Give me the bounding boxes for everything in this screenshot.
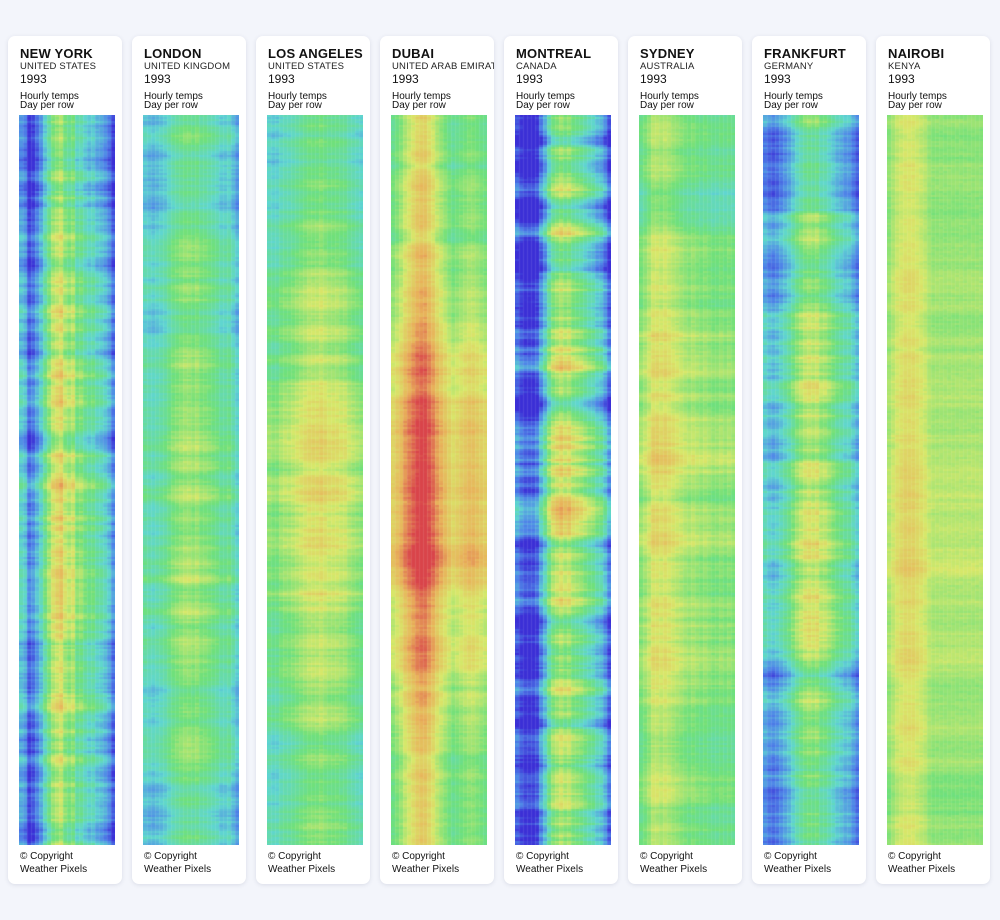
country-name: KENYA <box>888 61 921 72</box>
description-line-1: Hourly temps <box>516 91 575 102</box>
description-line-2: Day per row <box>516 100 570 111</box>
copyright-line-2: Weather Pixels <box>888 864 956 875</box>
copyright-line-1: © Copyright <box>20 851 73 862</box>
description-line-1: Hourly temps <box>268 91 327 102</box>
temperature-heatmap <box>763 115 859 845</box>
description-line-1: Hourly temps <box>888 91 947 102</box>
year-label: 1993 <box>516 72 543 86</box>
copyright-line-1: © Copyright <box>144 851 197 862</box>
description-line-1: Hourly temps <box>20 91 79 102</box>
description-line-1: Hourly temps <box>764 91 823 102</box>
copyright-line-2: Weather Pixels <box>392 864 460 875</box>
city-name: LOS ANGELES <box>268 46 363 61</box>
copyright-line-2: Weather Pixels <box>516 864 584 875</box>
copyright-line-1: © Copyright <box>764 851 817 862</box>
description-line-2: Day per row <box>20 100 74 111</box>
copyright-line-1: © Copyright <box>888 851 941 862</box>
description-line-2: Day per row <box>144 100 198 111</box>
copyright-line-1: © Copyright <box>392 851 445 862</box>
year-label: 1993 <box>20 72 47 86</box>
city-name: NEW YORK <box>20 46 93 61</box>
copyright-line-2: Weather Pixels <box>764 864 832 875</box>
description-line-2: Day per row <box>392 100 446 111</box>
description-line-2: Day per row <box>268 100 322 111</box>
country-name: CANADA <box>516 61 557 72</box>
city-name: MONTREAL <box>516 46 592 61</box>
city-card-gallery: NEW YORK UNITED STATES 1993 Hourly temps… <box>0 30 1000 890</box>
city-name: SYDNEY <box>640 46 695 61</box>
city-card-new-york[interactable]: NEW YORK UNITED STATES 1993 Hourly temps… <box>8 36 122 884</box>
country-name: UNITED STATES <box>268 61 345 72</box>
temperature-heatmap <box>19 115 115 845</box>
temperature-heatmap <box>267 115 363 845</box>
city-card-sydney[interactable]: SYDNEY AUSTRALIA 1993 Hourly temps Day p… <box>628 36 742 884</box>
country-name: GERMANY <box>764 61 814 72</box>
copyright-line-2: Weather Pixels <box>268 864 336 875</box>
year-label: 1993 <box>888 72 915 86</box>
country-name: UNITED ARAB EMIRATES <box>392 61 494 72</box>
description-line-2: Day per row <box>888 100 942 111</box>
year-label: 1993 <box>144 72 171 86</box>
city-card-los-angeles[interactable]: LOS ANGELES UNITED STATES 1993 Hourly te… <box>256 36 370 884</box>
city-card-london[interactable]: LONDON UNITED KINGDOM 1993 Hourly temps … <box>132 36 246 884</box>
description-line-1: Hourly temps <box>144 91 203 102</box>
city-name: DUBAI <box>392 46 435 61</box>
city-name: LONDON <box>144 46 202 61</box>
city-card-frankfurt[interactable]: FRANKFURT GERMANY 1993 Hourly temps Day … <box>752 36 866 884</box>
copyright-line-2: Weather Pixels <box>144 864 212 875</box>
city-name: FRANKFURT <box>764 46 846 61</box>
description-line-2: Day per row <box>640 100 694 111</box>
description-line-1: Hourly temps <box>640 91 699 102</box>
city-card-nairobi[interactable]: NAIROBI KENYA 1993 Hourly temps Day per … <box>876 36 990 884</box>
temperature-heatmap <box>391 115 487 845</box>
copyright-line-2: Weather Pixels <box>640 864 708 875</box>
year-label: 1993 <box>268 72 295 86</box>
city-card-dubai[interactable]: DUBAI UNITED ARAB EMIRATES 1993 Hourly t… <box>380 36 494 884</box>
city-name: NAIROBI <box>888 46 945 61</box>
temperature-heatmap <box>143 115 239 845</box>
year-label: 1993 <box>764 72 791 86</box>
temperature-heatmap <box>639 115 735 845</box>
copyright-line-1: © Copyright <box>516 851 569 862</box>
temperature-heatmap <box>515 115 611 845</box>
country-name: AUSTRALIA <box>640 61 695 72</box>
city-card-montreal[interactable]: MONTREAL CANADA 1993 Hourly temps Day pe… <box>504 36 618 884</box>
year-label: 1993 <box>392 72 419 86</box>
country-name: UNITED KINGDOM <box>144 61 231 72</box>
temperature-heatmap <box>887 115 983 845</box>
copyright-line-1: © Copyright <box>640 851 693 862</box>
year-label: 1993 <box>640 72 667 86</box>
copyright-line-1: © Copyright <box>268 851 321 862</box>
copyright-line-2: Weather Pixels <box>20 864 88 875</box>
country-name: UNITED STATES <box>20 61 97 72</box>
description-line-1: Hourly temps <box>392 91 451 102</box>
description-line-2: Day per row <box>764 100 818 111</box>
